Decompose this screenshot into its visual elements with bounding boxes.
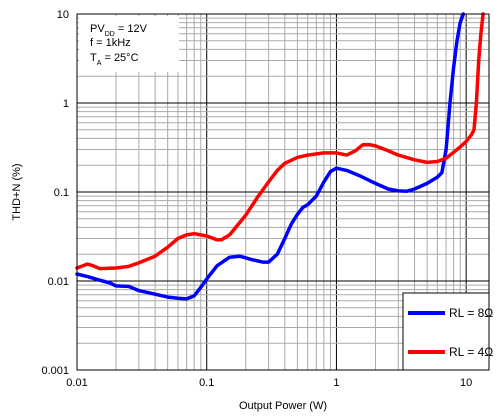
condition-temperature: TA = 25°C — [90, 52, 139, 67]
x-axis-title: Output Power (W) — [239, 400, 327, 412]
y-tick-label: 0.001 — [41, 365, 69, 377]
x-tick-label: 1 — [333, 377, 339, 389]
conditions-background — [79, 16, 179, 72]
condition-frequency: f = 1kHz — [90, 37, 131, 49]
series-line-4ohm — [75, 12, 485, 271]
x-tick-label: 10 — [460, 377, 472, 389]
legend: RL = 8Ω RL = 4Ω — [402, 292, 493, 371]
plot-frame — [76, 13, 490, 371]
y-tick-label: 1 — [63, 98, 69, 110]
series-line-8ohm — [75, 12, 466, 301]
legend-label-8ohm: RL = 8Ω — [449, 306, 493, 320]
y-axis-title: THD+N (%) — [11, 163, 23, 220]
y-tick-label: 0.01 — [48, 276, 69, 288]
x-tick-label: 0.1 — [199, 377, 214, 389]
y-tick-label: 10 — [57, 9, 69, 21]
legend-box — [402, 292, 490, 371]
y-tick-label: 0.1 — [54, 187, 69, 199]
condition-supply-voltage: PVDD = 12V — [90, 23, 148, 38]
series-layer — [75, 12, 485, 301]
legend-label-4ohm: RL = 4Ω — [449, 345, 493, 359]
x-tick-label: 0.01 — [66, 377, 87, 389]
conditions-box: PVDD = 12V f = 1kHz TA = 25°C — [79, 16, 179, 72]
